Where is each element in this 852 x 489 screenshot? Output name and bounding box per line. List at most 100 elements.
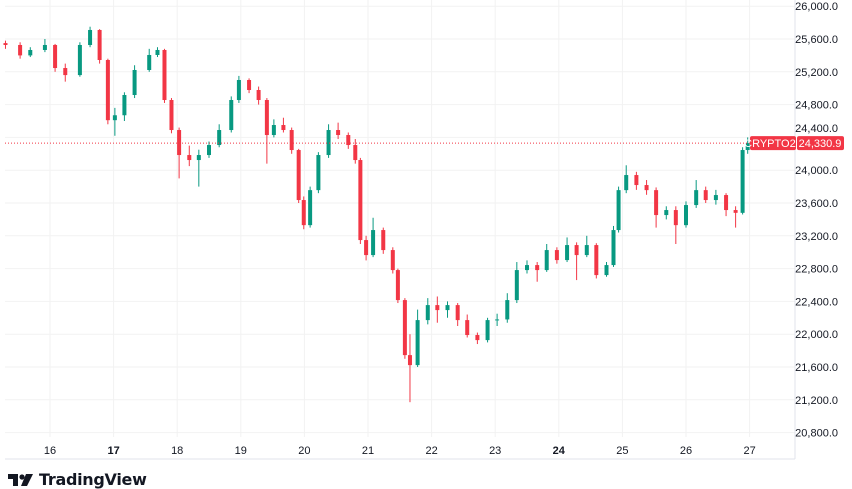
- candle: [207, 141, 211, 158]
- tradingview-logo-icon: [8, 473, 33, 486]
- candle: [3, 40, 8, 49]
- candle: [402, 298, 407, 359]
- price-tick-label: 23,600.0: [795, 198, 838, 210]
- candle: [713, 189, 718, 205]
- candlestick-chart[interactable]: 26,000.0 25,600.0 25,200.0 24,800.0 24,400.0…: [0, 0, 852, 470]
- candle: [505, 293, 510, 323]
- candle-body: [435, 305, 440, 311]
- candle-body: [112, 115, 117, 121]
- candle: [177, 127, 182, 179]
- candle: [229, 96, 234, 133]
- candle: [703, 186, 708, 203]
- candle-body: [271, 125, 276, 136]
- candle: [316, 152, 321, 194]
- candle: [155, 47, 160, 58]
- candle-body: [256, 90, 261, 101]
- candle: [18, 42, 23, 59]
- candle-body: [296, 150, 301, 201]
- candle-body: [611, 230, 616, 266]
- tradingview-logo[interactable]: TradingView: [8, 470, 147, 489]
- candle: [604, 262, 609, 277]
- candle-body: [402, 300, 407, 356]
- candle: [724, 193, 729, 217]
- candle-body: [724, 195, 729, 211]
- candle-body: [745, 143, 750, 151]
- time-axis[interactable]: 16 17 18 19 20 21 22 23 24 25 26 27: [44, 445, 756, 457]
- price-tick-label: 25,200.0: [795, 67, 838, 79]
- candle-body: [525, 265, 529, 271]
- price-axis[interactable]: 26,000.0 25,600.0 25,200.0 24,800.0 24,400.0…: [795, 1, 838, 439]
- candle-body: [162, 49, 167, 101]
- candle: [28, 47, 33, 58]
- candle-body: [505, 300, 510, 320]
- candle-body: [236, 80, 241, 101]
- price-tick-label: 24,800.0: [795, 100, 838, 112]
- candle: [565, 237, 570, 263]
- candle: [495, 313, 500, 326]
- candle: [187, 145, 192, 167]
- candle: [684, 201, 688, 228]
- candle: [371, 217, 376, 258]
- candle-body: [495, 319, 500, 321]
- candle-body: [616, 190, 621, 231]
- candle: [745, 137, 750, 154]
- candle-body: [97, 29, 102, 60]
- candle-body: [326, 130, 331, 156]
- candle-body: [105, 59, 110, 121]
- candle: [247, 78, 252, 94]
- candle: [236, 75, 241, 103]
- candles: [3, 26, 763, 403]
- candle: [415, 309, 420, 367]
- price-tick-label: 20,800.0: [795, 428, 838, 440]
- candle: [624, 165, 629, 194]
- candle-body: [485, 320, 490, 341]
- time-tick-label: 23: [489, 445, 501, 457]
- time-tick-label: 26: [680, 445, 692, 457]
- candle: [289, 127, 294, 154]
- price-tag: [797, 136, 844, 151]
- candle: [740, 147, 745, 215]
- candle: [77, 42, 82, 77]
- last-price-tag: CRYPTO20 24,330.9: [744, 136, 844, 151]
- candle: [281, 117, 286, 133]
- candle-body: [475, 335, 480, 341]
- candle-body: [88, 29, 93, 45]
- candle-body: [455, 305, 460, 321]
- candle-body: [28, 49, 33, 56]
- price-tick-label: 26,000.0: [795, 1, 838, 13]
- time-tick-label: 20: [298, 445, 310, 457]
- candle-body: [694, 190, 699, 206]
- candle-body: [445, 305, 450, 311]
- price-tick-label: 22,800.0: [795, 264, 838, 276]
- price-tick-label: 22,400.0: [795, 296, 838, 308]
- candle: [132, 65, 137, 99]
- candle: [53, 43, 58, 72]
- candle-body: [514, 270, 519, 301]
- price-tick-label: 21,200.0: [795, 395, 838, 407]
- candle-body: [654, 190, 659, 216]
- candle-body: [147, 54, 152, 70]
- time-tick-label: 22: [425, 445, 437, 457]
- candle-body: [535, 265, 540, 271]
- candle-body: [684, 205, 688, 226]
- candle-body: [673, 210, 678, 226]
- time-tick-label: 21: [362, 445, 374, 457]
- candle-body: [371, 230, 376, 256]
- candle: [465, 314, 470, 338]
- candle: [353, 139, 358, 164]
- candle: [455, 303, 460, 326]
- candle: [42, 39, 47, 53]
- candle: [381, 227, 386, 254]
- candle-body: [63, 68, 68, 76]
- candle-body: [264, 100, 269, 136]
- candle: [364, 235, 369, 261]
- candle-body: [353, 145, 358, 161]
- grid: [5, 0, 796, 460]
- time-tick-label: 24: [553, 445, 566, 457]
- candle-body: [316, 155, 321, 191]
- time-tick-label: 25: [616, 445, 628, 457]
- candle: [664, 206, 669, 220]
- candle: [654, 187, 659, 228]
- candle-body: [122, 95, 127, 116]
- candle-body: [308, 190, 313, 226]
